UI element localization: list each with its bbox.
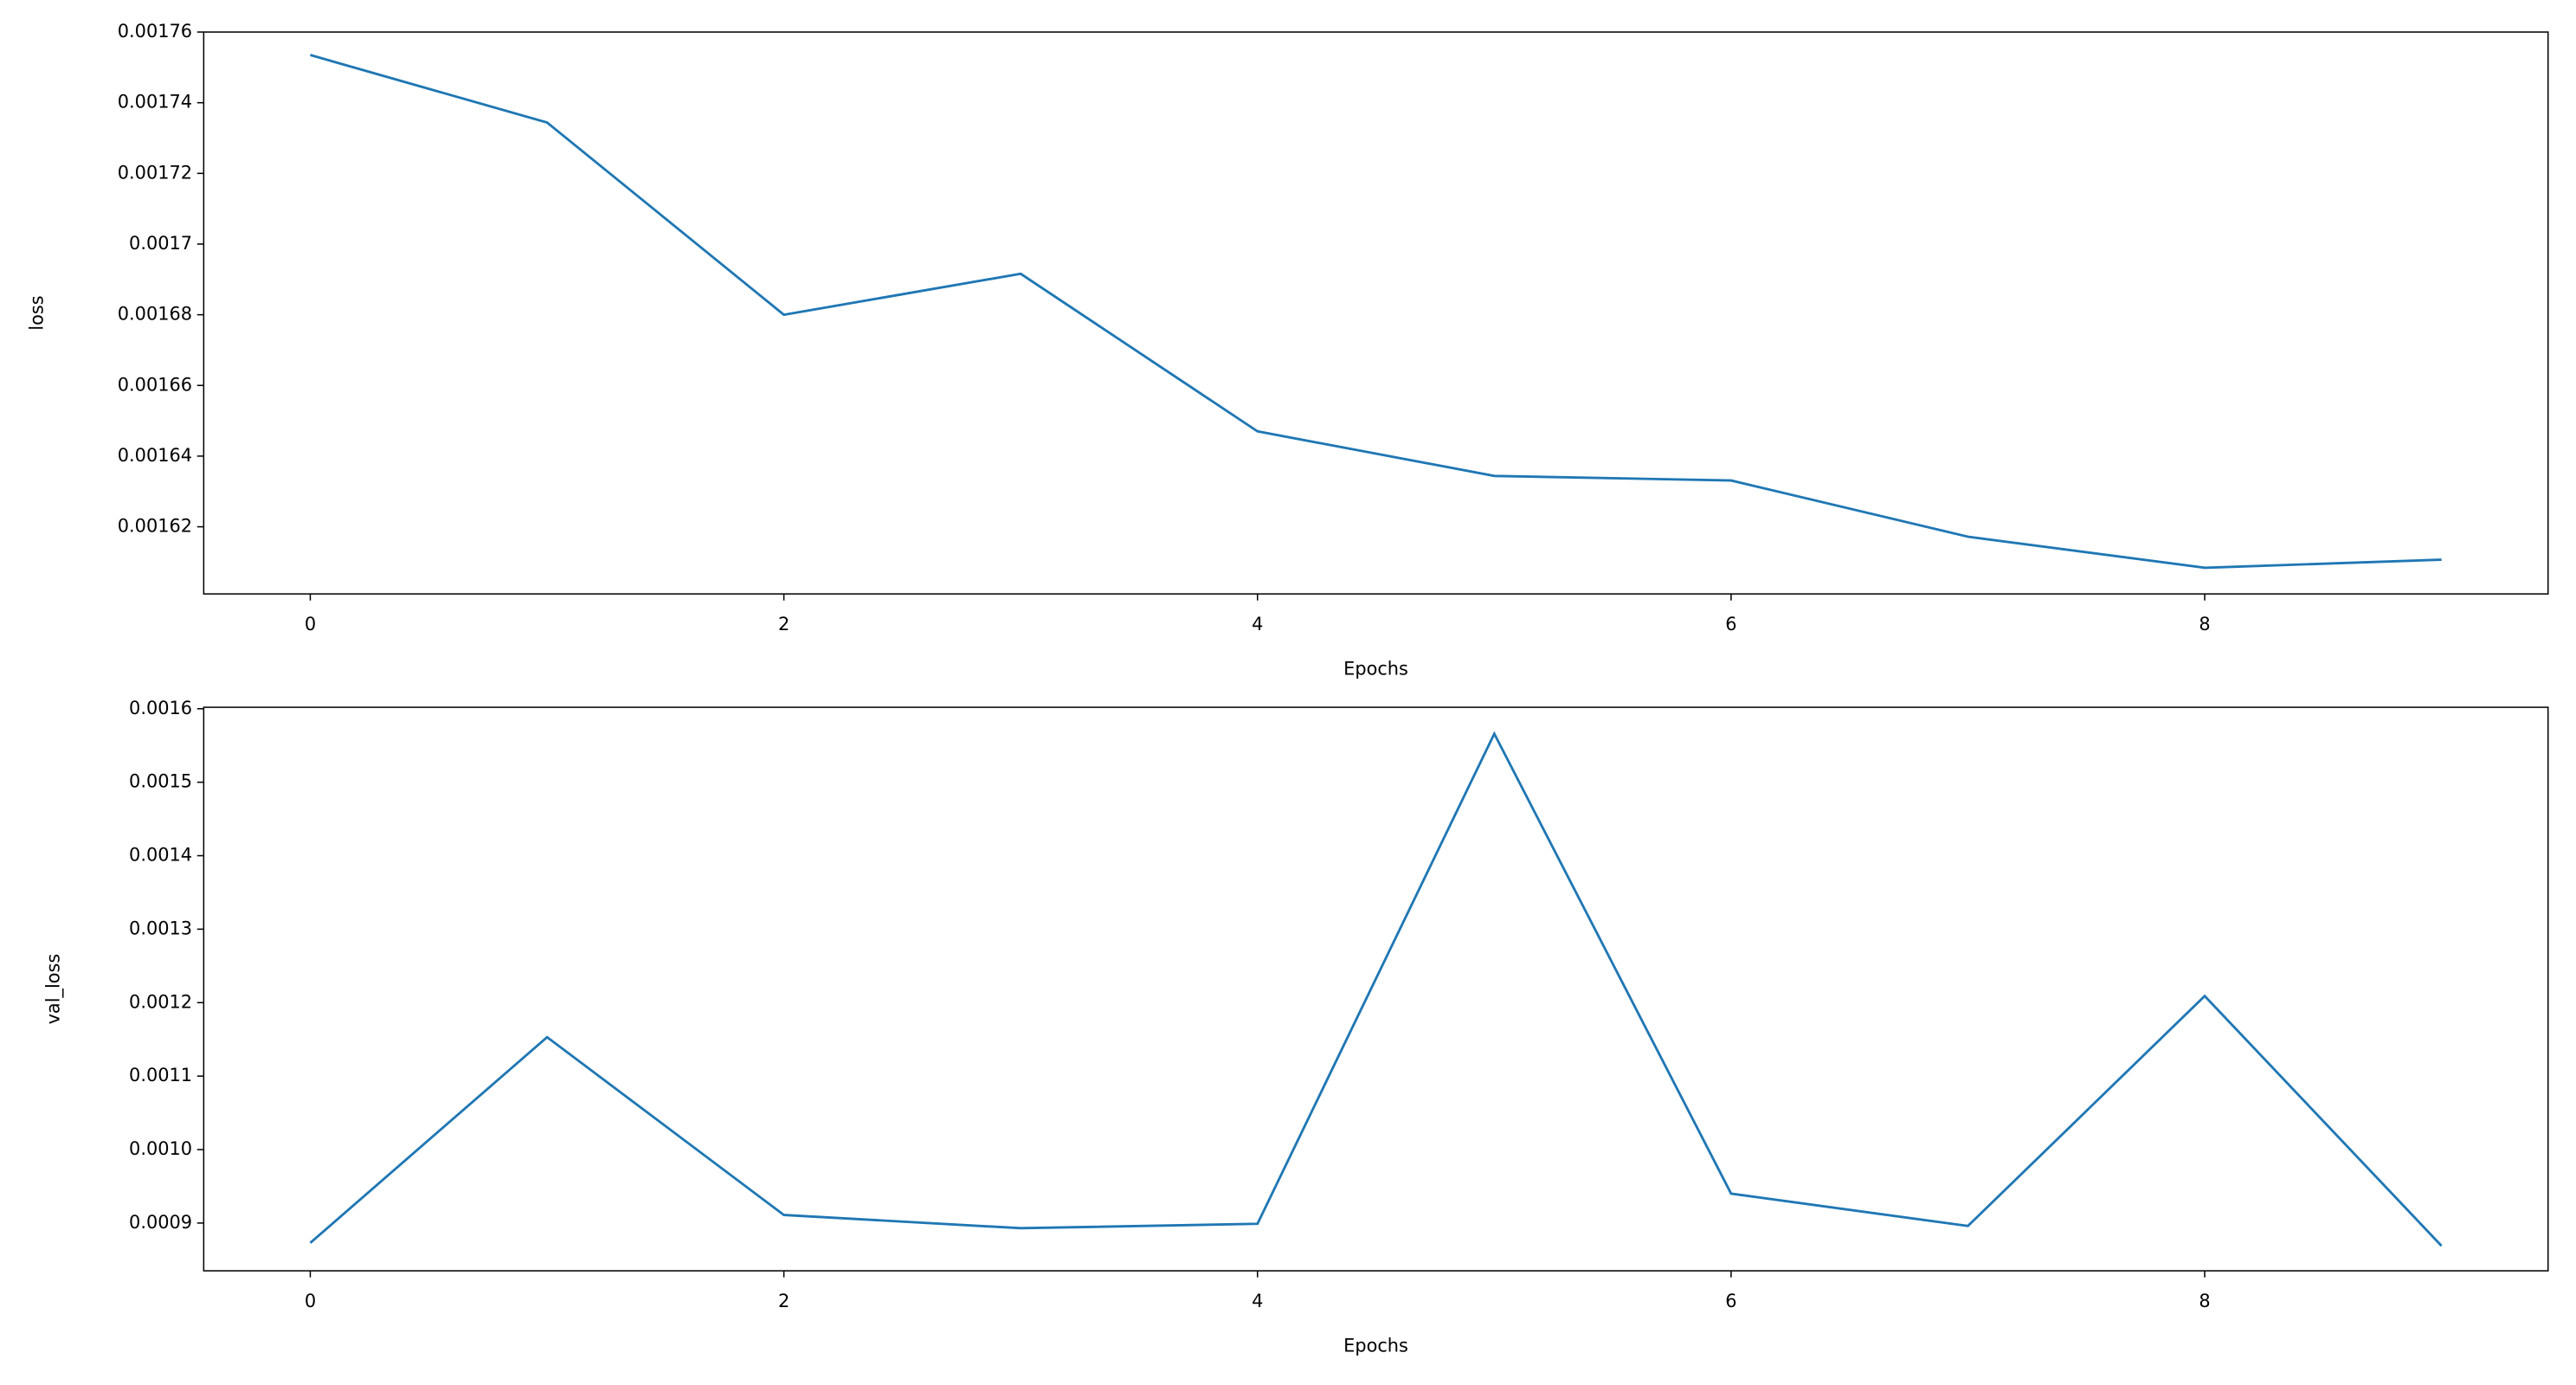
y-tick-label: 0.00168 bbox=[118, 304, 192, 325]
y-tick-label: 0.0011 bbox=[129, 1065, 192, 1085]
x-tick-label: 6 bbox=[1725, 1291, 1736, 1311]
x-tick-label: 4 bbox=[1252, 1291, 1263, 1311]
x-tick-label: 2 bbox=[778, 614, 789, 635]
x-tick-label: 0 bbox=[305, 614, 316, 635]
y-tick-label: 0.00174 bbox=[118, 92, 192, 113]
y-tick-label: 0.0012 bbox=[129, 991, 192, 1012]
axes-frame bbox=[203, 706, 2549, 1272]
y-tick-label: 0.00176 bbox=[118, 21, 192, 42]
y-axis-label: val_loss bbox=[43, 954, 65, 1025]
x-tick-label: 0 bbox=[305, 1291, 316, 1311]
x-tick-label: 2 bbox=[778, 1291, 789, 1311]
y-tick-label: 0.0016 bbox=[129, 698, 192, 718]
x-tick-label: 6 bbox=[1725, 614, 1736, 635]
y-tick-label: 0.0015 bbox=[129, 771, 192, 792]
y-tick-label: 0.00172 bbox=[118, 162, 192, 183]
y-tick-label: 0.0017 bbox=[129, 233, 192, 254]
line bbox=[310, 54, 2442, 570]
y-tick-label: 0.0010 bbox=[129, 1138, 192, 1159]
y-axis-label: loss bbox=[27, 295, 48, 330]
line bbox=[309, 731, 2443, 1247]
x-tick-label: 8 bbox=[2199, 614, 2210, 635]
y-tick-label: 0.00166 bbox=[118, 374, 192, 395]
y-tick-label: 0.00162 bbox=[118, 516, 192, 537]
x-tick-label: 8 bbox=[2199, 1291, 2210, 1311]
x-tick-label: 4 bbox=[1252, 614, 1263, 635]
y-tick-label: 0.00164 bbox=[118, 445, 192, 466]
y-tick-label: 0.0014 bbox=[129, 845, 192, 866]
x-axis-label: Epochs bbox=[1343, 658, 1408, 679]
y-tick-label: 0.0013 bbox=[129, 918, 192, 938]
axes-frame bbox=[203, 31, 2549, 595]
y-tick-label: 0.0009 bbox=[129, 1212, 192, 1233]
x-axis-label: Epochs bbox=[1343, 1335, 1408, 1356]
